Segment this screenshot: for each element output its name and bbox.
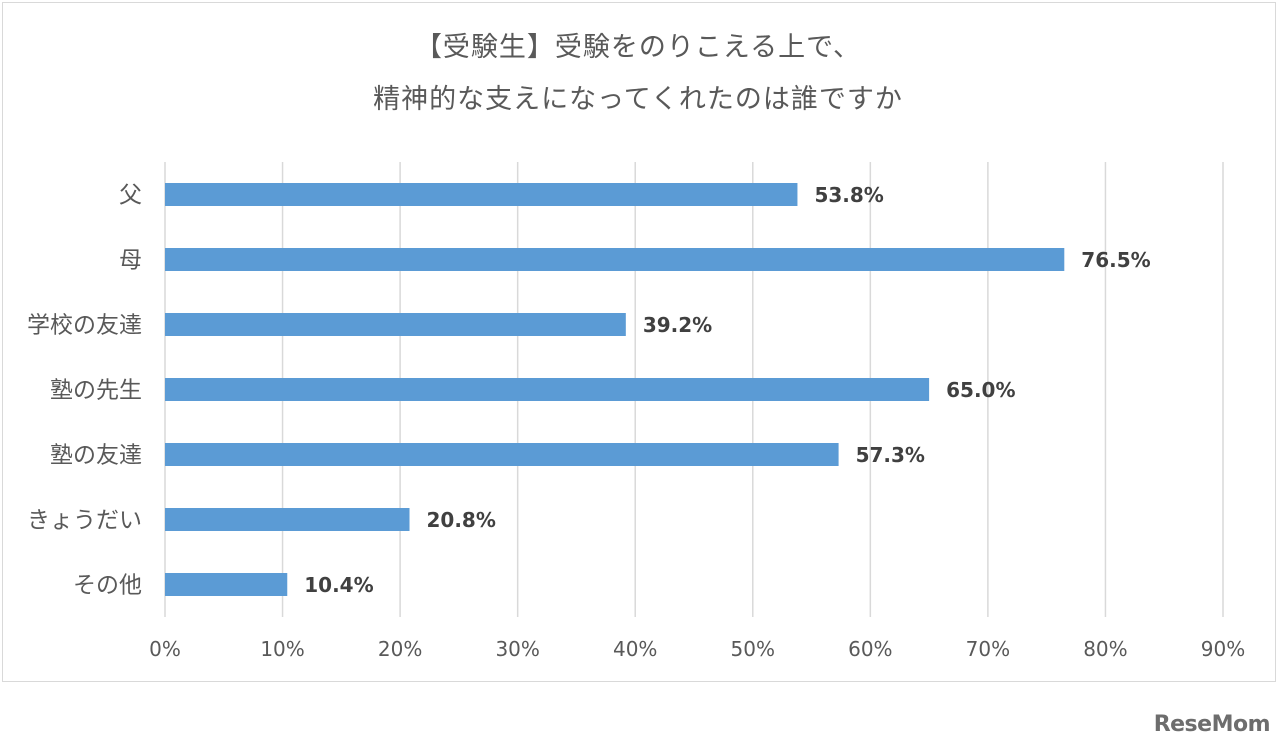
category-label-6: その他 <box>73 573 142 599</box>
data-label-0: 53.8% <box>814 183 883 207</box>
bar-3 <box>165 378 930 401</box>
data-label-5: 20.8% <box>427 508 496 532</box>
category-label-0: 父 <box>119 183 142 209</box>
bar-4 <box>165 443 839 466</box>
category-label-1: 母 <box>119 248 142 274</box>
bar-5 <box>165 508 410 531</box>
resemom-logo: ReseMom <box>1153 712 1271 737</box>
data-labels: 53.8% 76.5% 39.2% 65.0% 57.3% 20.8% 10.4% <box>304 183 1150 597</box>
chart-frame <box>2 2 1276 682</box>
category-label-5: きょうだい <box>27 508 142 534</box>
bar-0 <box>165 183 798 206</box>
chart-title-line-1: 【受験生】受験をのりこえる上で、 <box>414 32 862 63</box>
data-label-4: 57.3% <box>856 443 925 467</box>
x-tick-label: 10% <box>260 637 304 661</box>
bars <box>165 183 1065 596</box>
x-tick-label: 80% <box>1083 637 1127 661</box>
chart-title: 【受験生】受験をのりこえる上で、 精神的な支えになってくれたのは誰ですか <box>0 22 1276 126</box>
x-tick-labels: 0% 10% 20% 30% 40% 50% 60% 70% 80% 90% <box>149 637 1245 661</box>
category-label-4: 塾の友達 <box>50 443 142 469</box>
data-label-1: 76.5% <box>1081 248 1150 272</box>
category-label-2: 学校の友達 <box>27 313 142 339</box>
chart-title-line-2: 精神的な支えになってくれたのは誰ですか <box>373 84 903 115</box>
data-label-6: 10.4% <box>304 573 373 597</box>
bar-2 <box>165 313 626 336</box>
x-tick-label: 20% <box>378 637 422 661</box>
data-label-2: 39.2% <box>643 313 712 337</box>
x-tick-label: 40% <box>613 637 657 661</box>
x-tick-label: 90% <box>1201 637 1245 661</box>
bar-6 <box>165 573 288 596</box>
data-label-3: 65.0% <box>946 378 1015 402</box>
x-tick-label: 30% <box>495 637 539 661</box>
category-label-3: 塾の先生 <box>50 378 142 404</box>
x-tick-label: 70% <box>966 637 1010 661</box>
x-tick-label: 60% <box>848 637 892 661</box>
x-tick-label: 0% <box>149 637 181 661</box>
x-tick-label: 50% <box>731 637 775 661</box>
bar-1 <box>165 248 1065 271</box>
